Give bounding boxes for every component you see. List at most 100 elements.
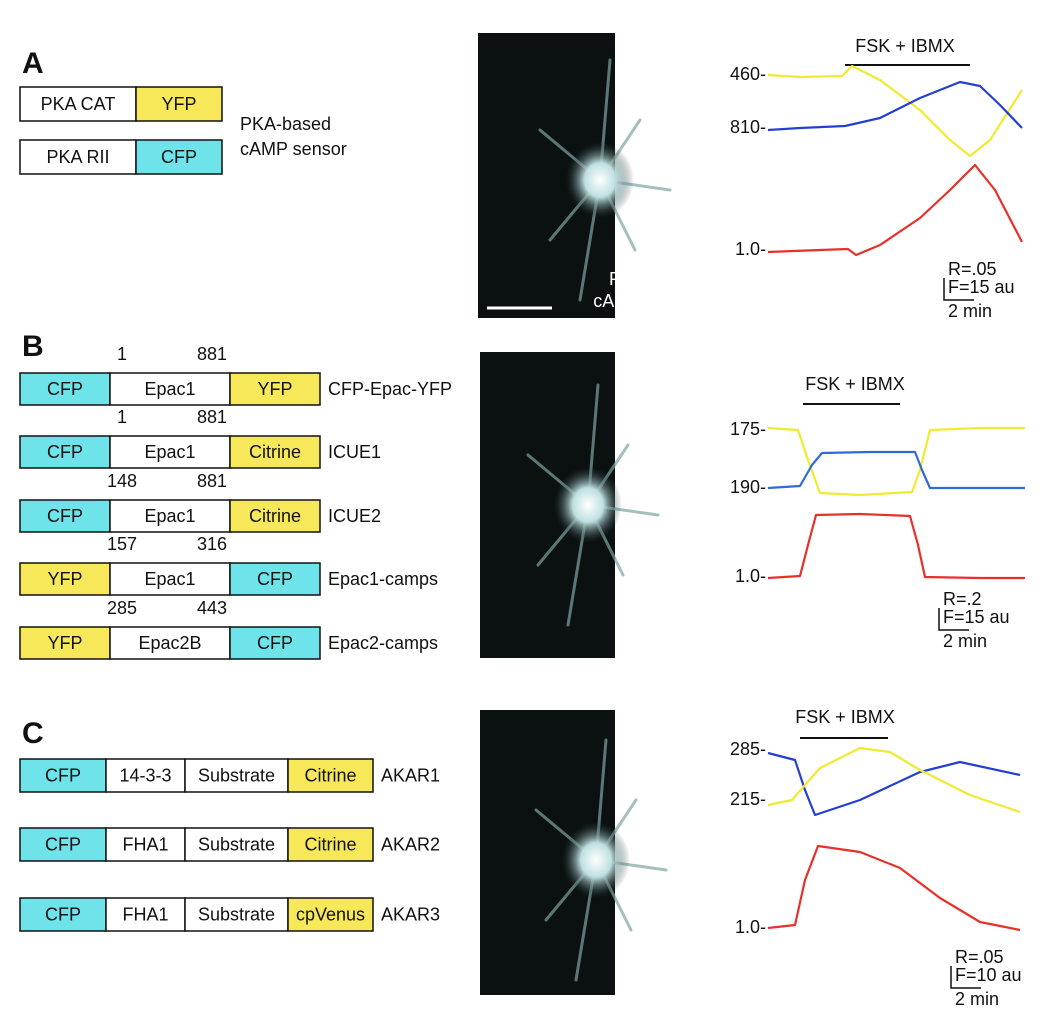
panel-letter: C [22,717,44,750]
image-label: ICUE2 [642,629,695,649]
sensor-label: PKA-based [240,114,331,134]
segment-label: Substrate [198,834,275,854]
level-label: 215- [730,789,766,809]
construct-segment [184,827,289,862]
residue-end: 316 [197,534,227,554]
sensor-label: cAMP sensor [240,139,347,159]
segment-label: CFP [45,904,81,924]
construct-segment [19,139,137,175]
scale-l [943,278,974,301]
segment-label: Epac2B [138,633,201,653]
construct-segment [135,139,223,175]
construct-segment [105,758,186,793]
residue-start: 157 [107,534,137,554]
construct-name: AKAR2 [381,834,440,854]
construct-segment [229,499,321,533]
segment-label: Citrine [249,442,301,462]
construct-segment [109,562,231,596]
segment-label: CFP [45,765,81,785]
segment-label: YFP [257,379,292,399]
segment-label: CFP [45,834,81,854]
scale-label: 2 min [943,631,987,651]
treatment-label: FSK + IBMX [795,707,895,727]
panel-letter: A [22,47,44,80]
residue-start: 148 [107,471,137,491]
construct-segment [229,562,321,596]
construct-name: Epac2-camps [328,633,438,653]
trace [767,64,1023,158]
scale-label: F=15 au [948,277,1015,297]
trace [767,751,1021,817]
construct-segment [19,758,107,793]
cell-body [554,467,622,543]
segment-label: cpVenus [296,904,365,924]
scale-label: 2 min [948,301,992,321]
construct-segment [109,372,231,406]
segment-label: Citrine [304,834,356,854]
scale-label: 2 min [955,989,999,1009]
segment-label: Epac1 [144,506,195,526]
residue-end: 881 [197,407,227,427]
construct-segment [229,435,321,469]
scale-label: R=.05 [948,259,997,279]
construct-name: ICUE1 [328,442,381,462]
segment-label: YFP [47,633,82,653]
treatment-label: FSK + IBMX [855,36,955,56]
image-label: AKAR2.2 [626,969,700,989]
panel-letter: B [22,330,44,363]
image-label: PKA-based [609,269,700,289]
scale-label: R=.2 [943,589,982,609]
scale-label: R=.05 [955,947,1004,967]
scale-label: F=15 au [943,607,1010,627]
construct-name: AKAR3 [381,904,440,924]
level-label: 810- [730,117,766,137]
scale-l [950,966,981,989]
construct-segment [19,827,107,862]
image-label: cAMP sensor [593,291,700,311]
construct-name: ICUE2 [328,506,381,526]
level-label: 1.0- [735,566,766,586]
segment-label: CFP [161,147,197,167]
treatment-label: FSK + IBMX [805,374,905,394]
construct-segment [184,758,289,793]
segment-label: Citrine [249,506,301,526]
segment-label: Epac1 [144,569,195,589]
construct-segment [184,897,289,932]
level-label: 1.0- [735,917,766,937]
scale-label: F=10 au [955,965,1022,985]
level-label: 175- [730,419,766,439]
trace [767,163,1023,257]
construct-segment [287,827,374,862]
segment-label: YFP [47,569,82,589]
residue-end: 443 [197,598,227,618]
construct-segment [19,86,137,122]
level-label: 1.0- [735,239,766,259]
trace [767,80,1023,132]
level-label: 190- [730,477,766,497]
construct-name: CFP-Epac-YFP [328,379,452,399]
segment-label: 14-3-3 [119,765,171,785]
construct-name: AKAR1 [381,765,440,785]
construct-segment [19,435,111,469]
construct-segment [287,758,374,793]
construct-segment [109,626,231,660]
construct-segment [19,626,111,660]
residue-end: 881 [197,344,227,364]
construct-name: Epac1-camps [328,569,438,589]
scale-l [938,608,969,631]
residue-end: 881 [197,471,227,491]
segment-label: CFP [47,442,83,462]
residue-start: 285 [107,598,137,618]
trace [767,426,1025,497]
construct-segment [105,897,186,932]
cell-body [566,142,634,218]
segment-label: CFP [257,569,293,589]
segment-label: Epac1 [144,379,195,399]
trace [767,844,1021,932]
segment-label: CFP [47,379,83,399]
construct-segment [19,562,111,596]
segment-label: CFP [47,506,83,526]
trace [767,450,1025,490]
segment-label: FHA1 [122,904,168,924]
